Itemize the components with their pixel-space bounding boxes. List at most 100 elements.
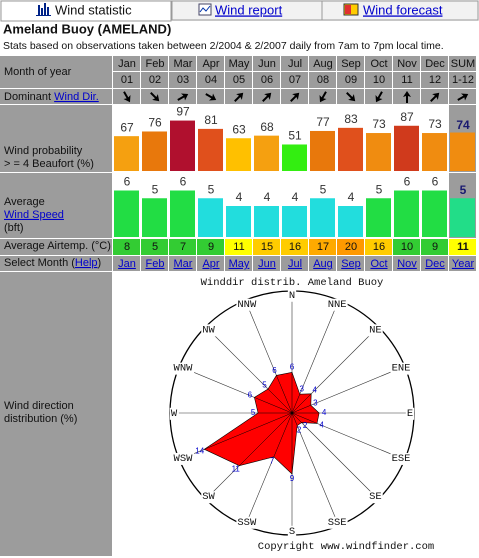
rose-spoke bbox=[291, 394, 301, 414]
header-cell bbox=[421, 56, 448, 71]
month-link[interactable]: Jan bbox=[118, 258, 136, 270]
temp-cell bbox=[281, 239, 308, 255]
select-cell bbox=[225, 256, 252, 271]
speed-bar bbox=[338, 206, 363, 237]
select-cell bbox=[337, 256, 364, 271]
temp-value: 16 bbox=[289, 241, 301, 253]
speed-bar bbox=[450, 198, 475, 237]
month-link[interactable]: Nov bbox=[397, 258, 417, 270]
header-cell bbox=[421, 72, 448, 88]
rose-spoke bbox=[254, 397, 293, 414]
temp-cell bbox=[393, 239, 420, 255]
speed-bar bbox=[114, 190, 139, 237]
month-name: Jun bbox=[258, 58, 276, 70]
month-link[interactable]: Jul bbox=[288, 258, 302, 270]
month-link[interactable]: Mar bbox=[174, 258, 193, 270]
speed-value: 4 bbox=[348, 190, 355, 204]
month-link[interactable]: Aug bbox=[313, 258, 333, 270]
month-name: Jan bbox=[118, 58, 136, 70]
rose-value: 6 bbox=[290, 362, 295, 371]
direction-bg bbox=[368, 324, 383, 337]
temp-value: 20 bbox=[345, 241, 357, 253]
rose-value: 4 bbox=[312, 385, 317, 394]
speed-bar bbox=[422, 190, 447, 237]
row-label-link[interactable]: Wind Speed bbox=[4, 209, 64, 221]
help-link[interactable]: Help bbox=[75, 257, 98, 269]
rose-direction: WSW bbox=[174, 453, 194, 465]
prob-bar bbox=[450, 132, 475, 171]
prob-value: 63 bbox=[232, 122, 246, 136]
direction-bg bbox=[236, 516, 258, 529]
wind-arrow bbox=[262, 92, 272, 102]
month-link[interactable]: Feb bbox=[146, 258, 165, 270]
direction-bg bbox=[326, 298, 348, 311]
month-link[interactable]: Dec bbox=[425, 258, 445, 270]
direction-bg bbox=[405, 407, 415, 420]
month-link[interactable]: Jun bbox=[258, 258, 276, 270]
month-name: Oct bbox=[370, 58, 387, 70]
temp-cell bbox=[225, 239, 252, 255]
temp-value: 9 bbox=[208, 241, 214, 253]
prob-bar bbox=[394, 125, 419, 171]
month-number: 07 bbox=[289, 74, 301, 86]
header-cell bbox=[113, 72, 140, 88]
select-cell bbox=[365, 256, 392, 271]
speed-value: 5 bbox=[376, 182, 383, 196]
rose-direction: WNW bbox=[174, 363, 194, 375]
tab-link[interactable]: Wind report bbox=[215, 2, 283, 17]
prob-value: 83 bbox=[344, 112, 358, 126]
row-label: Month of year bbox=[4, 66, 72, 78]
rose-direction: N bbox=[289, 290, 295, 302]
tab-label[interactable]: Wind statistic bbox=[55, 2, 132, 17]
tab[interactable] bbox=[321, 0, 479, 21]
select-cell bbox=[253, 256, 280, 271]
direction-bg bbox=[169, 407, 179, 420]
speed-value: 6 bbox=[180, 175, 187, 189]
month-link[interactable]: Apr bbox=[202, 258, 219, 270]
rose-value: 2 bbox=[297, 425, 302, 434]
temp-value: 9 bbox=[432, 241, 438, 253]
prob-value: 74 bbox=[456, 118, 470, 132]
rose-spoke bbox=[291, 412, 298, 426]
speed-bar bbox=[310, 198, 335, 237]
header-cell bbox=[141, 72, 168, 88]
row-label-link[interactable]: Wind Dir. bbox=[54, 91, 99, 103]
month-link[interactable]: Sep bbox=[341, 258, 361, 270]
rose-direction: NE bbox=[369, 324, 382, 336]
wind-arrow bbox=[319, 91, 327, 103]
direction-bg bbox=[236, 298, 258, 311]
rose-spoke bbox=[291, 404, 311, 414]
rose-direction: SSE bbox=[328, 517, 347, 529]
month-name: Jul bbox=[288, 58, 302, 70]
month-name: Mar bbox=[174, 58, 193, 70]
month-number: 04 bbox=[205, 74, 217, 86]
rose-value: 2 bbox=[303, 421, 308, 430]
header-cell bbox=[365, 72, 392, 88]
prob-value: 73 bbox=[428, 117, 442, 131]
separator bbox=[0, 238, 112, 239]
rose-ray bbox=[291, 412, 339, 526]
row-label: Wind probability bbox=[4, 145, 83, 157]
month-link[interactable]: Oct bbox=[370, 258, 387, 270]
separator bbox=[0, 88, 112, 89]
select-cell bbox=[421, 256, 448, 271]
header-cell bbox=[449, 56, 476, 71]
row-label-text: Select Month ( bbox=[4, 257, 75, 269]
temp-value: 10 bbox=[401, 241, 413, 253]
speed-bar bbox=[366, 198, 391, 237]
header-cell bbox=[393, 56, 420, 71]
month-link[interactable]: May bbox=[229, 258, 250, 270]
header-cell bbox=[197, 56, 224, 71]
month-number: 03 bbox=[177, 74, 189, 86]
rose-direction: S bbox=[289, 526, 295, 538]
prob-value: 68 bbox=[260, 120, 274, 134]
select-cell bbox=[393, 256, 420, 271]
tab-link[interactable]: Wind forecast bbox=[363, 2, 443, 17]
prob-value: 81 bbox=[204, 113, 218, 127]
prob-bar bbox=[114, 136, 139, 171]
month-link[interactable]: Year bbox=[452, 258, 475, 270]
copyright: Copyright www.windfinder.com bbox=[258, 541, 434, 553]
header-cell bbox=[197, 72, 224, 88]
temp-cell bbox=[141, 239, 168, 255]
month-name: Sep bbox=[341, 58, 361, 70]
